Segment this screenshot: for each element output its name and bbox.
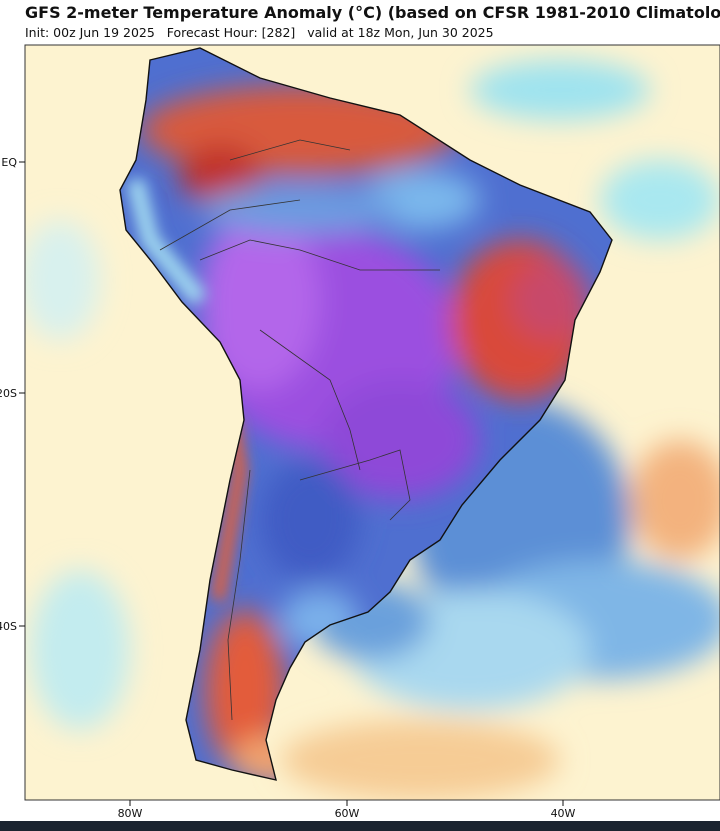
lon-label: 80W — [118, 807, 143, 820]
map-subtitle: Init: 00z Jun 19 2025 Forecast Hour: [28… — [25, 25, 494, 40]
bottom-bar — [0, 821, 720, 831]
lat-label: 20S — [0, 387, 17, 400]
lon-label: 40W — [551, 807, 576, 820]
map-title: GFS 2-meter Temperature Anomaly (°C) (ba… — [25, 3, 720, 22]
map-frame — [24, 44, 720, 801]
map-raster — [25, 45, 720, 800]
lon-labels: 80W 60W 40W — [118, 800, 576, 820]
lat-labels: EQ 20S 40S — [0, 156, 25, 633]
lat-label: EQ — [1, 156, 17, 169]
lat-label: 40S — [0, 620, 17, 633]
lon-label: 60W — [335, 807, 360, 820]
